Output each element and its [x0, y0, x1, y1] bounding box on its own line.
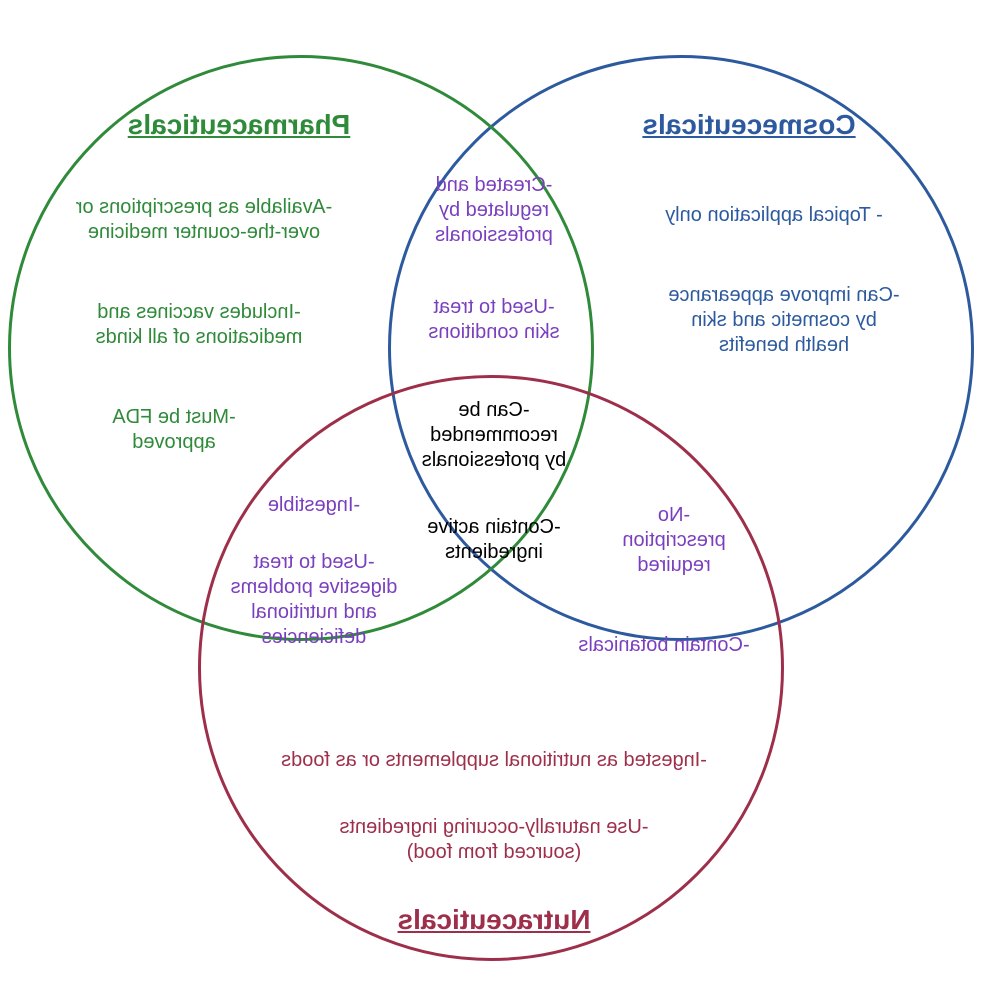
- center-item-1: -Contain activeingredients: [384, 515, 604, 565]
- pharmaceuticals-item-1: -Includes vaccines andmedications of all…: [39, 300, 359, 350]
- cosmeceuticals-item-1: -Can improve appearanceby cosmetic and s…: [624, 283, 944, 358]
- nutraceuticals-item-1: -Use naturally-occuring ingredients(sour…: [254, 815, 734, 865]
- cosme-nutra-item-1: -Contain botanicals: [534, 633, 794, 658]
- nutraceuticals-title: Nutraceuticals: [344, 904, 644, 936]
- cosme-pharma-item-0: -Created andregulated byprofessionals: [384, 173, 604, 248]
- cosmeceuticals-item-0: - Topical application only: [614, 203, 934, 228]
- venn-diagram: Cosmeceuticals Pharmaceuticals Nutraceut…: [0, 0, 984, 982]
- pharma-nutra-item-0: -Ingestible: [214, 493, 414, 518]
- pharmaceuticals-item-0: -Available as prescriptions orover-the-c…: [34, 195, 374, 245]
- pharmaceuticals-title: Pharmaceuticals: [79, 109, 399, 141]
- pharmaceuticals-item-2: -Must be FDAapproved: [44, 405, 304, 455]
- center-item-0: -Can berecommendedby professionals: [384, 398, 604, 473]
- cosme-nutra-item-0: -Noprescriptionrequired: [574, 503, 774, 578]
- cosmeceuticals-title: Cosmeceuticals: [599, 109, 899, 141]
- cosme-pharma-item-1: -Used to treatskin conditions: [384, 295, 604, 345]
- pharma-nutra-item-1: -Used to treatdigestive problemsand nutr…: [194, 550, 434, 650]
- nutraceuticals-item-0: -Ingested as nutritional supplements or …: [214, 748, 774, 773]
